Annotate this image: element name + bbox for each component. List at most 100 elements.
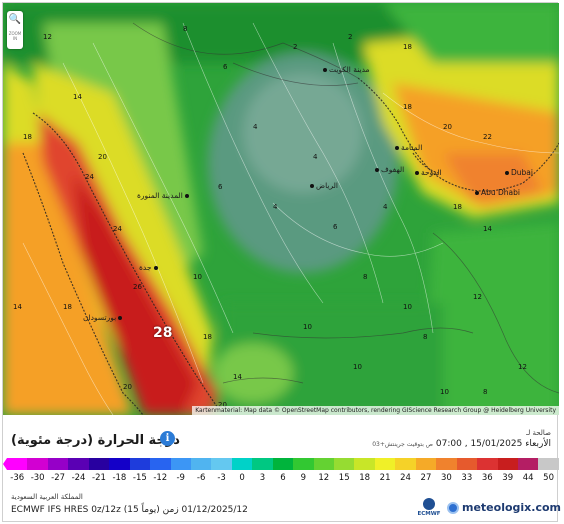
legend-tick-label: -36	[10, 473, 25, 483]
temperature-legend-bar	[7, 458, 559, 470]
isotherm-label: 12	[518, 363, 527, 371]
temperature-field	[3, 3, 559, 415]
legend-tick-label: 12	[318, 473, 330, 483]
ecmwf-logo-mark-icon	[423, 498, 435, 510]
isotherm-label: 10	[403, 303, 412, 311]
valid-time-value: الأربعاء 15/01/2025 , 07:00	[435, 439, 551, 449]
legend-tick-label: -15	[132, 473, 147, 483]
zoom-caption: ZOOM IN	[8, 31, 22, 41]
city-label-jeddah: جدة	[139, 263, 160, 272]
zoom-control[interactable]: 🔍 ZOOM IN	[7, 11, 23, 49]
legend-swatch	[354, 458, 375, 470]
isotherm-label: 10	[303, 323, 312, 331]
isotherm-label: 4	[313, 153, 318, 161]
isotherm-label: 18	[403, 103, 412, 111]
isotherm-label: 24	[85, 173, 94, 181]
legend-swatch	[374, 458, 396, 470]
legend-swatch	[334, 458, 355, 470]
legend-swatch	[47, 458, 69, 470]
city-label-dubai: Dubai	[503, 168, 533, 177]
isotherm-label: 10	[440, 388, 449, 396]
isotherm-label: 12	[473, 293, 482, 301]
map-attribution: Kartenmaterial: Map data © OpenStreetMap…	[192, 406, 559, 415]
isotherm-label: 6	[333, 223, 338, 231]
isotherm-label: 4	[253, 123, 258, 131]
temperature-map[interactable]: مدينة الكويت الرياض المدينة المنورة جدة …	[3, 3, 559, 415]
isotherm-label: 14	[73, 93, 82, 101]
legend-tick-label: -21	[92, 473, 106, 483]
legend-tick-label: 44	[522, 473, 534, 483]
city-label-abudhabi: Abu Dhabi	[473, 188, 520, 197]
legend-swatch	[538, 458, 559, 470]
brand-name: meteologix.com	[462, 501, 561, 514]
valid-for-label: صالحة لـ	[526, 429, 551, 437]
legend-swatch	[436, 458, 457, 470]
legend-swatch	[231, 458, 253, 470]
legend-swatch	[395, 458, 416, 470]
city-label-riyadh: الرياض	[308, 181, 338, 190]
isotherm-label: 10	[353, 363, 362, 371]
legend-swatch	[517, 458, 539, 470]
info-row: درجة الحرارة (درجة مئوية) i صالحة لـ الأ…	[3, 417, 559, 457]
timezone-note: ص بتوقيت جرينتش+03	[372, 441, 434, 448]
legend-tick-label: 21	[379, 473, 391, 483]
legend-swatch	[415, 458, 437, 470]
isotherm-label: 14	[13, 303, 22, 311]
legend-tick-label: 15	[338, 473, 350, 483]
legend-swatch	[7, 458, 28, 470]
legend-tick-label: 24	[400, 473, 411, 483]
isotherm-label: 24	[113, 225, 122, 233]
legend-tick-label: 50	[543, 473, 554, 483]
legend-swatch	[129, 458, 151, 470]
legend-tick-label: 6	[280, 473, 286, 483]
info-icon[interactable]: i	[160, 431, 175, 446]
legend-tick-label: 0	[239, 473, 245, 483]
zoom-icon[interactable]: 🔍	[8, 13, 22, 25]
city-label-manama: المنامة	[393, 143, 422, 152]
city-label-doha: الدوحة	[413, 168, 442, 177]
legend-swatch	[293, 458, 314, 470]
legend-tick-label: -6	[196, 473, 206, 483]
legend-tick-label: 39	[502, 473, 514, 483]
isotherm-label: 4	[273, 203, 278, 211]
isotherm-label: 20	[443, 123, 452, 131]
legend-swatch	[150, 458, 171, 470]
legend-tick-label: 9	[300, 473, 307, 483]
valid-time: الأربعاء 15/01/2025 , 07:00 ص بتوقيت جري…	[372, 439, 551, 449]
isotherm-label: 8	[423, 333, 428, 341]
isotherm-label: 10	[193, 273, 202, 281]
isotherm-label: 8	[183, 25, 188, 33]
map-title: درجة الحرارة (درجة مئوية)	[11, 433, 180, 448]
legend-tick-label: -18	[112, 473, 127, 483]
isotherm-label: 8	[483, 388, 488, 396]
isotherm-label: 18	[203, 333, 212, 341]
globe-icon	[447, 501, 459, 514]
isotherm-label: 26	[133, 283, 142, 291]
city-label-portsudan: بورتسودان	[83, 313, 124, 322]
isotherm-label: 8	[363, 273, 368, 281]
city-label-hofuf: الهفوف	[373, 165, 404, 174]
isotherm-label: 6	[223, 63, 228, 71]
city-label-kuwait: مدينة الكويت	[321, 65, 370, 74]
legend-swatch	[170, 458, 191, 470]
ecmwf-logo-text: ECMWF	[417, 511, 441, 517]
legend-swatch	[497, 458, 518, 470]
legend-swatch	[313, 458, 334, 470]
legend-tick-label: -9	[176, 473, 185, 483]
legend-swatch	[477, 458, 498, 470]
temperature-legend-ticks: -36 -30 -27 -24 -21 -18 -15 -12 -9 -6 -3 0 3 6 9 12 15 18…	[7, 473, 559, 485]
isotherm-label: 12	[43, 33, 52, 41]
isotherm-label: 18	[453, 203, 462, 211]
isotherm-label: 18	[63, 303, 72, 311]
legend-tick-label: -27	[51, 473, 66, 483]
legend-swatch	[109, 458, 130, 470]
legend-tick-label: 36	[481, 473, 493, 483]
meteologix-logo[interactable]: meteologix.com	[447, 501, 561, 514]
isotherm-label: 2	[348, 33, 353, 41]
legend-tick-label: -12	[153, 473, 168, 483]
legend-tick-label: 33	[461, 473, 473, 483]
ecmwf-logo[interactable]: ECMWF	[415, 497, 443, 519]
isotherm-label: 6	[218, 183, 223, 191]
legend-arrow-icon	[3, 458, 7, 470]
